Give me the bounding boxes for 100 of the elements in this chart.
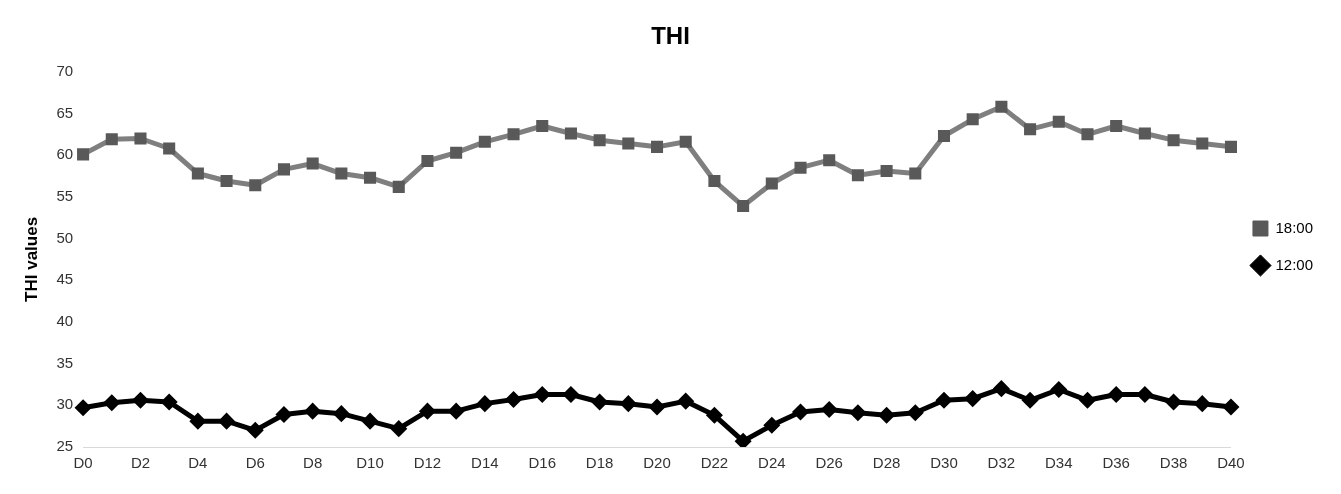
point [563,386,579,402]
point [450,146,463,159]
x-tick-label: D16 [528,454,556,472]
x-tick-label: D30 [930,454,958,472]
x-tick-label: D32 [987,454,1016,472]
point [879,407,895,423]
point [1224,140,1237,153]
point [104,395,120,411]
point [821,401,837,417]
point [622,137,635,150]
point [965,391,981,407]
x-tick-label: D24 [758,454,786,472]
point [1022,392,1038,408]
point [1137,386,1153,402]
point [478,135,491,148]
point [592,394,608,410]
point [333,406,349,422]
point [364,171,377,184]
point [306,157,319,170]
point [105,133,118,146]
point [909,167,922,180]
y-tick-label: 25 [56,437,74,455]
point [678,393,694,409]
point [77,148,90,161]
point [247,422,263,438]
y-tick-label: 70 [56,61,74,79]
point [564,127,577,140]
point [75,400,91,416]
x-tick-label: D38 [1159,454,1188,472]
point [536,119,549,133]
point [391,421,407,437]
point [1108,386,1124,402]
x-tick-label: D0 [73,454,93,472]
point [764,417,780,433]
point [793,404,809,420]
point [1024,123,1037,136]
x-tick-label: D4 [188,454,208,472]
point [392,180,405,193]
point [850,405,866,421]
point [1194,396,1210,412]
point [649,399,665,415]
point [907,405,923,421]
point [737,200,750,213]
point [507,128,520,141]
point [679,135,692,148]
point [1166,394,1182,410]
legend-label: 12:00 [1275,255,1314,273]
point [995,100,1008,113]
point [1167,134,1180,147]
point [249,179,262,192]
x-tick-label: D2 [130,454,151,472]
point [708,174,721,188]
y-axis-title: THI values [21,216,41,302]
x-tick-label: D18 [585,454,614,472]
y-tick-label: 40 [56,312,74,330]
x-tick-label: D26 [815,454,843,472]
point [276,406,292,422]
point [937,129,951,143]
chart-title: THI [651,22,690,50]
point [1052,115,1065,128]
x-tick-label: D8 [303,454,323,472]
y-tick-label: 65 [56,103,74,121]
point [506,391,522,407]
point [335,167,348,180]
point [620,396,636,412]
point [880,164,893,178]
point [1051,381,1067,397]
x-tick-label: D10 [356,454,384,472]
point [190,413,206,429]
point [794,161,807,174]
point [735,433,751,447]
point [1196,137,1209,150]
point [851,169,864,182]
y-tick-label: 45 [56,270,74,288]
y-tick-label: 55 [56,187,74,205]
y-tick-label: 60 [56,145,74,163]
point [448,403,464,419]
point [163,142,176,155]
point [1223,399,1239,415]
point [534,386,550,402]
point [305,403,321,419]
x-tick-label: D14 [471,454,499,472]
point [191,167,204,180]
x-tick-label: D12 [413,454,442,472]
point [1079,392,1095,408]
point [1081,128,1094,141]
point [277,163,290,176]
point [1110,119,1123,133]
point [993,381,1009,397]
x-tick-label: D22 [700,454,729,472]
legend-label: 18:00 [1275,218,1314,236]
point [1138,127,1151,140]
x-tick-label: D36 [1102,454,1130,472]
point [650,140,664,153]
y-tick-label: 30 [56,395,74,413]
x-tick-label: D34 [1045,454,1073,472]
point [220,174,233,188]
point [219,413,235,429]
point [362,413,378,429]
x-tick-label: D20 [643,454,671,472]
